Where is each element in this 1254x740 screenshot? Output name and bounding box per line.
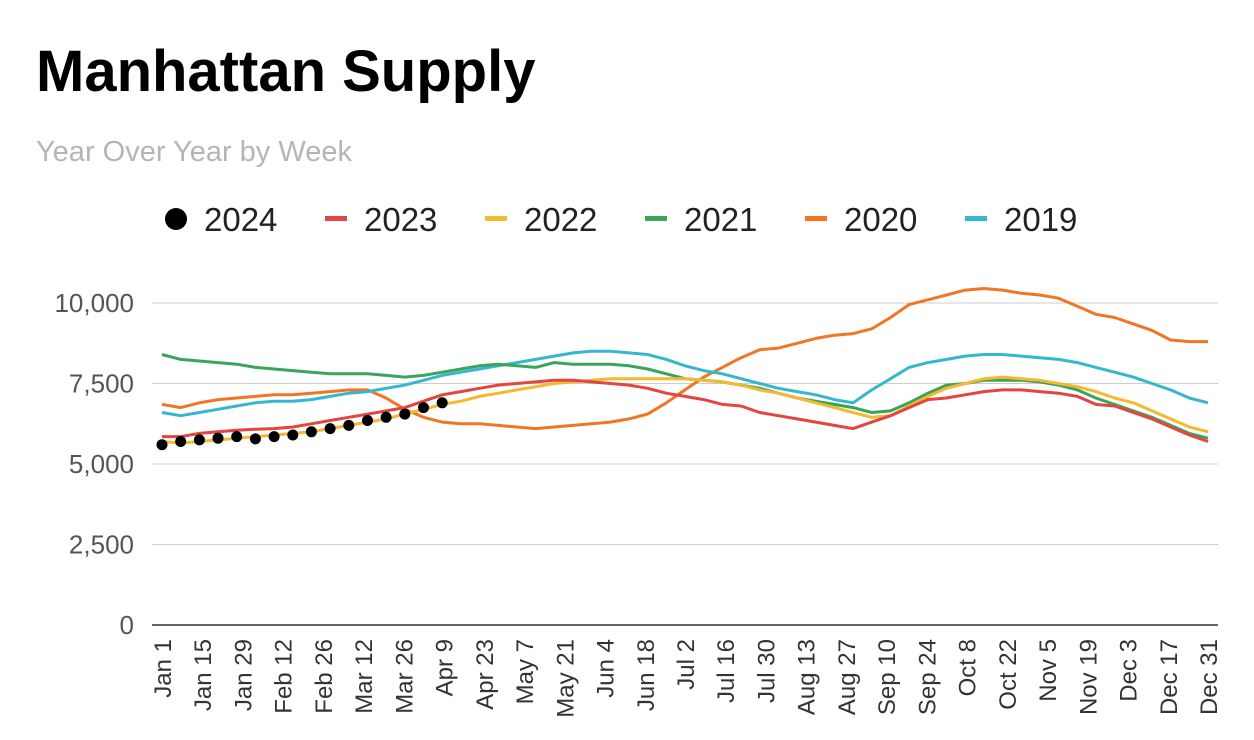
x-tick-label: Aug 27 — [834, 639, 861, 715]
legend: 2024 2023 2022 2021 2020 2019 — [165, 201, 1077, 238]
x-tick-label: Mar 26 — [391, 639, 418, 714]
point-2024 — [249, 433, 261, 445]
legend-label-2024: 2024 — [204, 201, 277, 238]
point-2024 — [324, 423, 336, 435]
x-tick-label: May 21 — [552, 639, 579, 718]
legend-marker-2023 — [325, 216, 347, 221]
x-tick-label: Jun 18 — [633, 639, 660, 711]
plot-lines — [161, 287, 1209, 445]
x-tick-label: Jan 29 — [230, 639, 257, 711]
point-2024 — [231, 431, 243, 443]
x-tick-label: Dec 31 — [1196, 639, 1223, 715]
legend-marker-2020 — [805, 216, 827, 221]
chart-title: Manhattan Supply — [36, 39, 536, 104]
x-axis-ticks: Jan 1 Jan 15 Jan 29 Feb 12 Feb 26 Mar 12 Mar 2… — [150, 639, 1223, 718]
x-tick-label: Sep 24 — [914, 639, 941, 715]
legend-marker-2022 — [485, 216, 507, 221]
chart-subtitle: Year Over Year by Week — [36, 136, 352, 168]
y-tick-label: 7,500 — [69, 369, 134, 399]
point-2024 — [212, 432, 224, 444]
x-tick-label: Jul 2 — [673, 639, 700, 690]
legend-label-2022: 2022 — [524, 201, 597, 238]
x-tick-label: Dec 17 — [1156, 639, 1183, 715]
legend-label-2023: 2023 — [364, 201, 437, 238]
x-tick-label: Apr 23 — [472, 639, 499, 710]
x-tick-label: May 7 — [512, 639, 539, 704]
x-tick-label: Sep 10 — [874, 639, 901, 715]
x-tick-label: Nov 19 — [1075, 639, 1102, 715]
x-tick-label: Jan 15 — [190, 639, 217, 711]
x-tick-label: Jul 16 — [713, 639, 740, 703]
point-2024 — [380, 411, 392, 423]
x-tick-label: Mar 12 — [351, 639, 378, 714]
x-tick-label: Jun 4 — [593, 639, 620, 698]
x-tick-label: Jul 30 — [753, 639, 780, 703]
plot-points — [156, 397, 448, 451]
point-2024 — [305, 426, 317, 438]
x-tick-label: Oct 22 — [995, 639, 1022, 710]
series-line-2019 — [161, 349, 1209, 418]
series-line-2020 — [161, 287, 1208, 431]
x-tick-label: Nov 5 — [1035, 639, 1062, 702]
legend-marker-2024 — [165, 208, 187, 230]
x-tick-label: Aug 13 — [794, 639, 821, 715]
point-2024 — [175, 436, 187, 447]
x-tick-label: Oct 8 — [955, 639, 982, 696]
y-tick-label: 10,000 — [54, 288, 134, 318]
x-tick-label: Dec 3 — [1116, 639, 1143, 702]
legend-label-2019: 2019 — [1004, 201, 1077, 238]
point-2024 — [436, 397, 448, 409]
y-tick-label: 2,500 — [69, 530, 134, 560]
legend-label-2021: 2021 — [684, 201, 757, 238]
legend-marker-2021 — [645, 216, 667, 221]
point-2024 — [343, 419, 355, 431]
point-2024 — [362, 415, 373, 426]
y-tick-label: 5,000 — [69, 449, 134, 479]
y-axis-ticks: 0 2,500 5,000 7,500 10,000 — [54, 288, 134, 640]
point-2024 — [193, 434, 205, 446]
point-2024 — [156, 439, 168, 451]
series-line-2022 — [161, 375, 1209, 445]
y-tick-label: 0 — [120, 610, 134, 640]
gridlines — [152, 302, 1218, 626]
legend-marker-2019 — [965, 216, 987, 221]
point-2024 — [399, 408, 411, 420]
point-2024 — [418, 402, 429, 414]
x-tick-label: Apr 9 — [432, 639, 459, 696]
x-tick-label: Feb 12 — [271, 639, 298, 714]
x-tick-label: Feb 26 — [311, 639, 338, 714]
point-2024 — [287, 429, 299, 441]
x-tick-label: Jan 1 — [150, 639, 177, 698]
point-2024 — [268, 431, 280, 443]
legend-label-2020: 2020 — [844, 201, 917, 238]
series-line-2023 — [162, 378, 1209, 443]
